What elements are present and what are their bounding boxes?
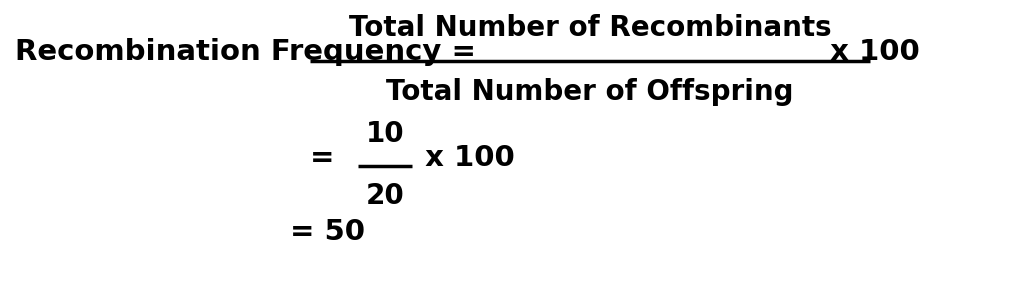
Text: x 100: x 100 — [415, 144, 515, 172]
Text: 20: 20 — [366, 182, 404, 210]
Text: =: = — [310, 144, 345, 172]
Text: Recombination Frequency =: Recombination Frequency = — [15, 38, 486, 66]
Text: = 50: = 50 — [290, 218, 365, 246]
Text: Total Number of Offspring: Total Number of Offspring — [386, 78, 794, 106]
Text: 10: 10 — [366, 120, 404, 148]
Text: x 100: x 100 — [820, 38, 920, 66]
Text: Total Number of Recombinants: Total Number of Recombinants — [349, 14, 831, 42]
